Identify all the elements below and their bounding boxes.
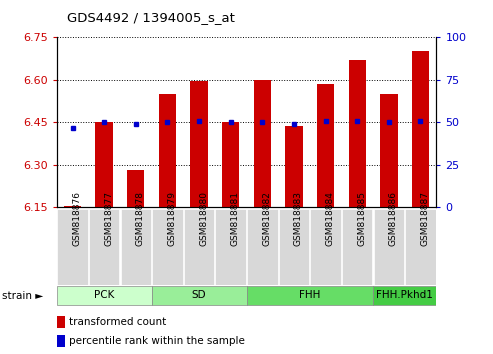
FancyBboxPatch shape xyxy=(121,209,151,285)
Bar xyxy=(159,94,176,207)
Text: GSM818887: GSM818887 xyxy=(421,191,429,246)
Text: GDS4492 / 1394005_s_at: GDS4492 / 1394005_s_at xyxy=(67,11,235,24)
FancyBboxPatch shape xyxy=(247,209,278,285)
FancyBboxPatch shape xyxy=(184,209,214,285)
Bar xyxy=(317,84,334,207)
Bar xyxy=(57,316,65,328)
FancyBboxPatch shape xyxy=(152,209,182,285)
Text: SD: SD xyxy=(192,290,207,300)
Bar xyxy=(253,80,271,207)
FancyBboxPatch shape xyxy=(246,286,373,305)
Bar xyxy=(412,51,429,207)
Bar xyxy=(285,126,303,207)
Text: GSM818878: GSM818878 xyxy=(136,191,145,246)
Bar xyxy=(127,170,144,207)
FancyBboxPatch shape xyxy=(152,286,246,305)
Text: GSM818881: GSM818881 xyxy=(231,191,240,246)
Bar xyxy=(380,94,397,207)
Bar xyxy=(349,60,366,207)
FancyBboxPatch shape xyxy=(89,209,119,285)
FancyBboxPatch shape xyxy=(373,286,436,305)
Text: FHH.Pkhd1: FHH.Pkhd1 xyxy=(376,290,433,300)
Text: GSM818882: GSM818882 xyxy=(262,191,271,246)
FancyBboxPatch shape xyxy=(405,209,436,285)
Text: GSM818876: GSM818876 xyxy=(72,191,81,246)
Bar xyxy=(190,81,208,207)
Text: strain ►: strain ► xyxy=(2,291,44,301)
FancyBboxPatch shape xyxy=(57,286,152,305)
FancyBboxPatch shape xyxy=(279,209,309,285)
Text: GSM818879: GSM818879 xyxy=(168,191,176,246)
Text: percentile rank within the sample: percentile rank within the sample xyxy=(69,336,245,346)
Text: PCK: PCK xyxy=(94,290,114,300)
Text: transformed count: transformed count xyxy=(69,317,167,327)
FancyBboxPatch shape xyxy=(311,209,341,285)
Text: GSM818883: GSM818883 xyxy=(294,191,303,246)
Text: FHH: FHH xyxy=(299,290,320,300)
Text: GSM818877: GSM818877 xyxy=(104,191,113,246)
Bar xyxy=(96,122,113,207)
Text: GSM818884: GSM818884 xyxy=(325,191,335,246)
FancyBboxPatch shape xyxy=(215,209,246,285)
Text: GSM818885: GSM818885 xyxy=(357,191,366,246)
Text: GSM818880: GSM818880 xyxy=(199,191,208,246)
FancyBboxPatch shape xyxy=(57,209,88,285)
Bar xyxy=(222,122,240,207)
Text: GSM818886: GSM818886 xyxy=(389,191,398,246)
FancyBboxPatch shape xyxy=(342,209,372,285)
Bar xyxy=(64,206,81,207)
FancyBboxPatch shape xyxy=(374,209,404,285)
Bar xyxy=(57,335,65,347)
